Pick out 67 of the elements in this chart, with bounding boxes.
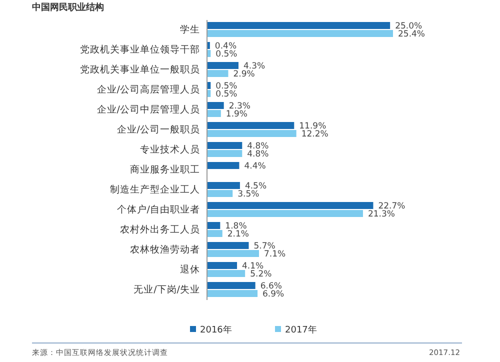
data-label: 4.8% xyxy=(247,141,269,152)
y-tick-label: 制造生产型企业工人 xyxy=(110,184,200,196)
data-label: 2.9% xyxy=(233,69,255,80)
bar xyxy=(207,190,233,197)
y-tick-label: 农村外出务工人员 xyxy=(120,224,200,236)
bar xyxy=(207,62,238,69)
data-label: 21.3% xyxy=(368,209,395,220)
y-tick-label: 个体户/自由职业者 xyxy=(116,204,200,216)
bar xyxy=(207,262,238,269)
bar xyxy=(207,102,224,109)
bar xyxy=(207,242,249,249)
data-label: 0.5% xyxy=(216,81,238,92)
legend-label: 2016年 xyxy=(200,324,232,336)
bar xyxy=(207,162,240,169)
y-tick-label: 党政机关事业单位领导干部 xyxy=(80,44,200,56)
y-tick-label: 农林牧渔劳动者 xyxy=(130,244,200,256)
data-label: 6.6% xyxy=(260,281,282,292)
y-tick-label: 商业服务业职工 xyxy=(130,164,200,176)
y-tick-label: 退休 xyxy=(180,264,200,276)
bar xyxy=(207,130,296,137)
data-label: 4.5% xyxy=(244,181,267,192)
data-label: 0.4% xyxy=(214,41,237,52)
data-label: 12.2% xyxy=(301,129,328,140)
data-label: 1.9% xyxy=(226,109,248,120)
y-tick-label: 专业技术人员 xyxy=(140,144,200,156)
data-label: 5.2% xyxy=(250,269,272,280)
bar xyxy=(207,222,220,229)
bar xyxy=(207,70,228,77)
y-tick-label: 企业/公司一般职员 xyxy=(116,124,200,136)
data-label: 1.8% xyxy=(225,221,247,232)
bar xyxy=(207,182,240,189)
bar xyxy=(207,290,258,297)
bar xyxy=(207,270,246,277)
data-label: 4.1% xyxy=(242,261,264,272)
data-label: 4.8% xyxy=(247,149,269,160)
legend-label: 2017年 xyxy=(285,324,317,336)
y-tick-label: 党政机关事业单位一般职员 xyxy=(80,64,200,76)
bar xyxy=(207,150,242,157)
bar xyxy=(207,230,222,237)
bar xyxy=(207,202,374,209)
data-label: 5.7% xyxy=(254,241,276,252)
data-label: 2.3% xyxy=(228,101,250,112)
bar xyxy=(207,110,221,117)
y-tick-label: 无业/下岗/失业 xyxy=(134,284,200,296)
bar xyxy=(207,122,294,129)
data-label: 11.9% xyxy=(299,121,326,132)
data-label: 25.4% xyxy=(398,29,426,40)
bar xyxy=(207,142,242,149)
data-label: 7.1% xyxy=(264,249,286,260)
bar xyxy=(207,30,393,37)
y-tick-label: 企业/公司中层管理人员 xyxy=(96,104,200,116)
data-label: 22.7% xyxy=(378,201,406,212)
y-tick-label: 学生 xyxy=(180,24,200,36)
data-label: 4.3% xyxy=(243,61,266,72)
data-label: 4.4% xyxy=(244,161,266,172)
data-label: 0.5% xyxy=(216,49,238,60)
y-tick-label: 企业/公司高层管理人员 xyxy=(96,84,200,96)
bar xyxy=(207,282,256,289)
bar xyxy=(207,250,259,257)
text: 中国网民职业结构 xyxy=(32,2,104,13)
data-label: 3.5% xyxy=(238,189,260,200)
bar xyxy=(207,210,363,217)
data-label: 2.1% xyxy=(227,229,249,240)
data-label: 6.9% xyxy=(262,289,284,300)
bar xyxy=(207,22,390,29)
data-label: 25.0% xyxy=(395,21,422,32)
data-label: 0.5% xyxy=(216,89,238,100)
